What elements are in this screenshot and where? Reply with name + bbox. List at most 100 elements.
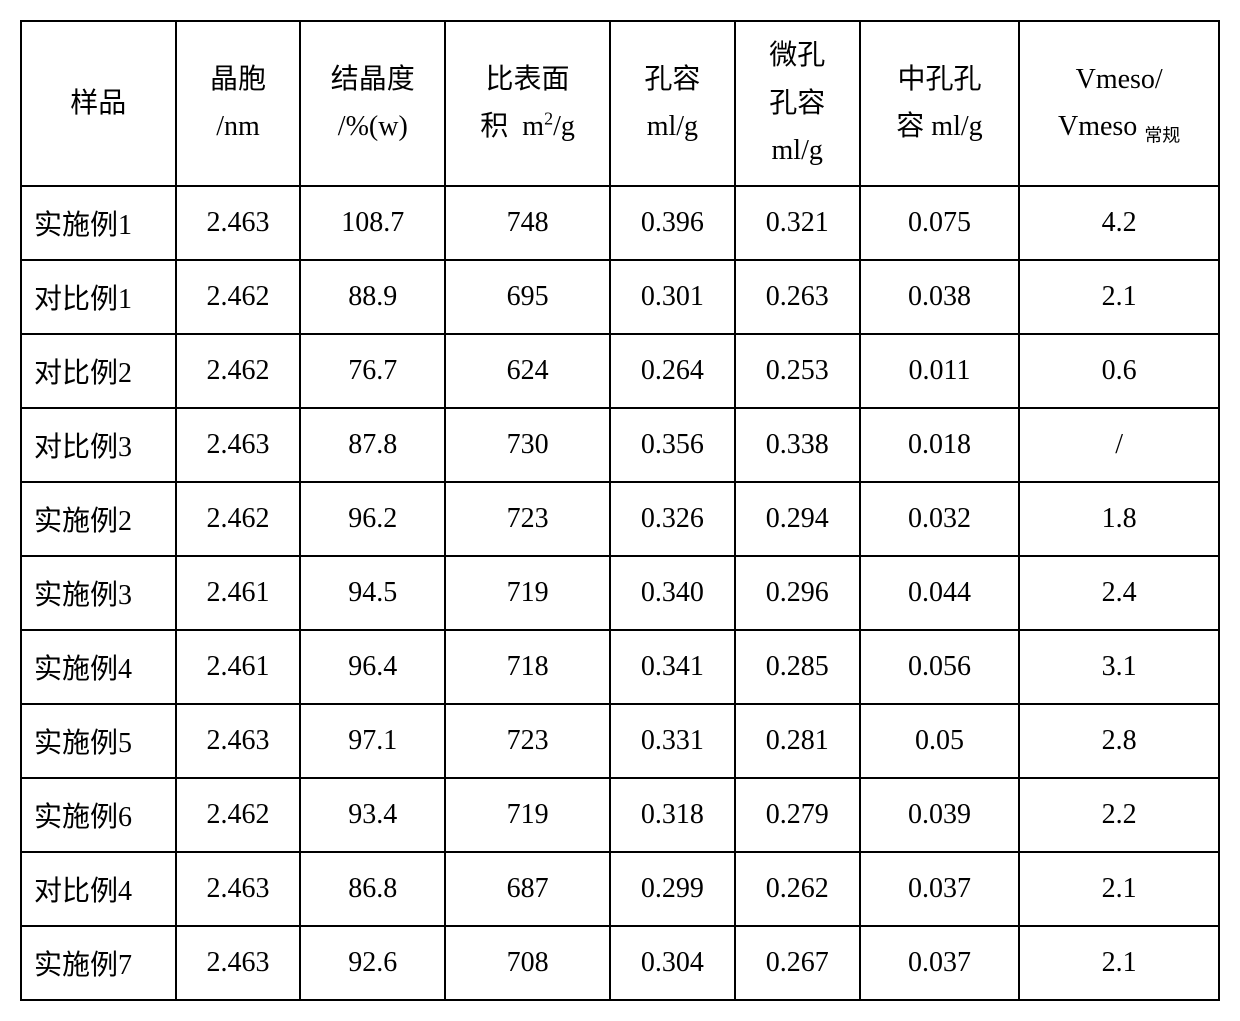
column-header-ssa: 比表面积 m2/g	[445, 21, 610, 186]
cell-cryst: 97.1	[300, 704, 445, 778]
column-header-sample: 样品	[21, 21, 176, 186]
cell-cell: 2.462	[176, 334, 301, 408]
cell-pv: 0.301	[610, 260, 735, 334]
column-header-meso: 中孔孔容 ml/g	[860, 21, 1020, 186]
cell-pv: 0.356	[610, 408, 735, 482]
cell-ratio: 2.1	[1019, 926, 1219, 1000]
cell-ssa: 687	[445, 852, 610, 926]
cell-meso: 0.039	[860, 778, 1020, 852]
cell-pv: 0.304	[610, 926, 735, 1000]
cell-meso: 0.037	[860, 852, 1020, 926]
cell-ratio: 1.8	[1019, 482, 1219, 556]
column-header-pv: 孔容ml/g	[610, 21, 735, 186]
cell-micro: 0.338	[735, 408, 860, 482]
cell-micro: 0.279	[735, 778, 860, 852]
cell-meso: 0.056	[860, 630, 1020, 704]
table-row: 对比例42.46386.86870.2990.2620.0372.1	[21, 852, 1219, 926]
cell-pv: 0.264	[610, 334, 735, 408]
cell-sample: 实施例3	[21, 556, 176, 630]
column-header-label: 晶胞/nm	[210, 56, 266, 151]
cell-pv: 0.318	[610, 778, 735, 852]
cell-pv: 0.340	[610, 556, 735, 630]
cell-cryst: 76.7	[300, 334, 445, 408]
cell-ratio: 4.2	[1019, 186, 1219, 260]
cell-cell: 2.463	[176, 186, 301, 260]
cell-cell: 2.463	[176, 926, 301, 1000]
cell-ratio: /	[1019, 408, 1219, 482]
cell-ratio: 2.1	[1019, 852, 1219, 926]
cell-sample: 实施例2	[21, 482, 176, 556]
cell-cryst: 108.7	[300, 186, 445, 260]
column-header-label: 孔容ml/g	[644, 56, 700, 151]
cell-cell: 2.462	[176, 778, 301, 852]
table-row: 实施例12.463108.77480.3960.3210.0754.2	[21, 186, 1219, 260]
cell-cryst: 94.5	[300, 556, 445, 630]
cell-cell: 2.461	[176, 630, 301, 704]
cell-ssa: 748	[445, 186, 610, 260]
cell-cryst: 92.6	[300, 926, 445, 1000]
cell-micro: 0.285	[735, 630, 860, 704]
cell-meso: 0.038	[860, 260, 1020, 334]
column-header-label: 中孔孔容 ml/g	[896, 56, 982, 151]
cell-micro: 0.267	[735, 926, 860, 1000]
cell-ratio: 3.1	[1019, 630, 1219, 704]
cell-cryst: 86.8	[300, 852, 445, 926]
cell-cell: 2.461	[176, 556, 301, 630]
cell-micro: 0.262	[735, 852, 860, 926]
table-body: 实施例12.463108.77480.3960.3210.0754.2对比例12…	[21, 186, 1219, 1000]
cell-meso: 0.018	[860, 408, 1020, 482]
cell-cryst: 93.4	[300, 778, 445, 852]
table-row: 实施例32.46194.57190.3400.2960.0442.4	[21, 556, 1219, 630]
cell-cell: 2.463	[176, 408, 301, 482]
cell-cryst: 87.8	[300, 408, 445, 482]
cell-meso: 0.011	[860, 334, 1020, 408]
column-header-label: 样品	[70, 80, 126, 128]
table-row: 实施例22.46296.27230.3260.2940.0321.8	[21, 482, 1219, 556]
column-header-cell: 晶胞/nm	[176, 21, 301, 186]
column-header-label: 结晶度/%(w)	[331, 56, 415, 151]
cell-ratio: 2.1	[1019, 260, 1219, 334]
table-row: 实施例42.46196.47180.3410.2850.0563.1	[21, 630, 1219, 704]
cell-pv: 0.331	[610, 704, 735, 778]
cell-ssa: 719	[445, 556, 610, 630]
cell-ratio: 2.8	[1019, 704, 1219, 778]
cell-meso: 0.037	[860, 926, 1020, 1000]
cell-sample: 实施例6	[21, 778, 176, 852]
cell-ssa: 719	[445, 778, 610, 852]
table-row: 实施例62.46293.47190.3180.2790.0392.2	[21, 778, 1219, 852]
cell-sample: 对比例3	[21, 408, 176, 482]
cell-ratio: 2.2	[1019, 778, 1219, 852]
column-header-label: 微孔孔容ml/g	[769, 32, 825, 175]
cell-ssa: 695	[445, 260, 610, 334]
data-table: 样品 晶胞/nm 结晶度/%(w) 比表面积 m2/g 孔容ml/g 微孔孔容ml/g 中孔…	[20, 20, 1220, 1001]
cell-micro: 0.253	[735, 334, 860, 408]
cell-pv: 0.326	[610, 482, 735, 556]
cell-sample: 对比例2	[21, 334, 176, 408]
column-header-cryst: 结晶度/%(w)	[300, 21, 445, 186]
header-row: 样品 晶胞/nm 结晶度/%(w) 比表面积 m2/g 孔容ml/g 微孔孔容ml/g 中孔…	[21, 21, 1219, 186]
table-row: 实施例52.46397.17230.3310.2810.052.8	[21, 704, 1219, 778]
cell-sample: 实施例1	[21, 186, 176, 260]
cell-sample: 对比例4	[21, 852, 176, 926]
table-header: 样品 晶胞/nm 结晶度/%(w) 比表面积 m2/g 孔容ml/g 微孔孔容ml/g 中孔…	[21, 21, 1219, 186]
column-header-label: 比表面积 m2/g	[480, 56, 575, 151]
cell-meso: 0.075	[860, 186, 1020, 260]
cell-sample: 对比例1	[21, 260, 176, 334]
cell-ssa: 708	[445, 926, 610, 1000]
cell-sample: 实施例5	[21, 704, 176, 778]
cell-cryst: 88.9	[300, 260, 445, 334]
column-header-ratio: Vmeso/Vmeso 常规	[1019, 21, 1219, 186]
table-row: 对比例22.46276.76240.2640.2530.0110.6	[21, 334, 1219, 408]
cell-ratio: 2.4	[1019, 556, 1219, 630]
column-header-label: Vmeso/Vmeso 常规	[1058, 56, 1180, 151]
cell-cell: 2.463	[176, 852, 301, 926]
cell-ssa: 730	[445, 408, 610, 482]
cell-micro: 0.263	[735, 260, 860, 334]
cell-micro: 0.321	[735, 186, 860, 260]
table-row: 对比例12.46288.96950.3010.2630.0382.1	[21, 260, 1219, 334]
table-row: 对比例32.46387.87300.3560.3380.018/	[21, 408, 1219, 482]
cell-ssa: 723	[445, 482, 610, 556]
cell-micro: 0.296	[735, 556, 860, 630]
cell-micro: 0.294	[735, 482, 860, 556]
column-header-micro: 微孔孔容ml/g	[735, 21, 860, 186]
